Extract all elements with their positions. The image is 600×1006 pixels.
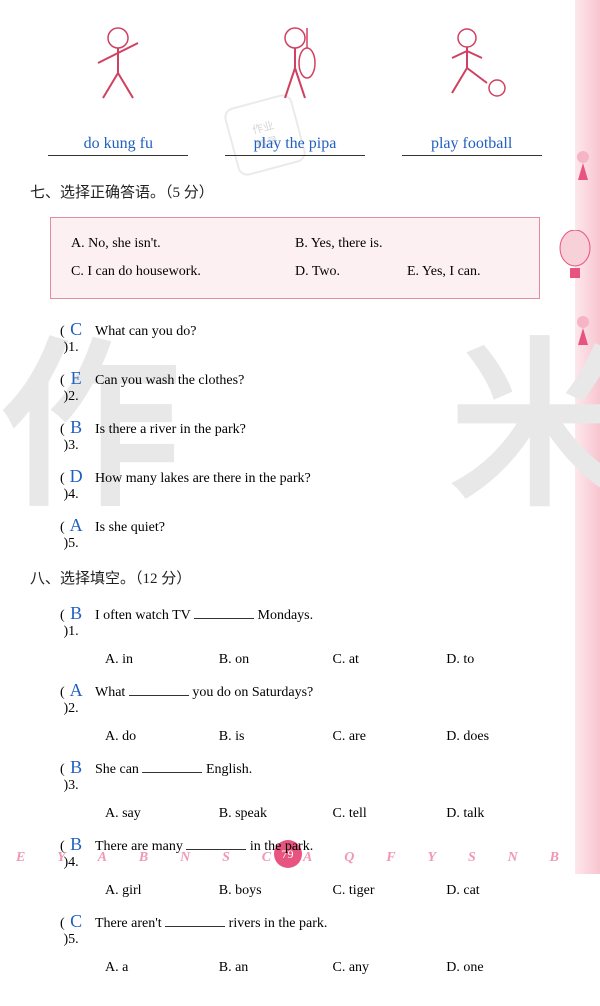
s8-q4-choices: A. girl B. boys C. tiger D. cat	[105, 883, 560, 899]
s8-q5-answer: C	[68, 911, 84, 932]
answer-options-box: A. No, she isn't. B. Yes, there is. C. I…	[50, 217, 540, 299]
football-illustration	[412, 20, 532, 110]
option-d: D. Two.	[295, 258, 407, 286]
s7-q1-answer: C	[68, 319, 84, 340]
s7-q3-answer: B	[68, 417, 84, 438]
s8-q1-answer: B	[68, 603, 84, 624]
s7-question-3: ( B )3. Is there a river in the park?	[60, 417, 560, 454]
s8-q5-choices: A. a B. an C. any D. one	[105, 960, 560, 976]
kungfu-illustration	[58, 20, 178, 110]
s7-question-1: ( C )1. What can you do?	[60, 319, 560, 356]
s8-q3-answer: B	[68, 757, 84, 778]
s8-question-5: ( C )5. There aren't rivers in the park.	[60, 911, 560, 948]
s8-q2-choices: A. do B. is C. are D. does	[105, 729, 560, 745]
s7-q5-text: Is she quiet?	[95, 520, 560, 536]
s7-question-5: ( A )5. Is she quiet?	[60, 515, 560, 552]
s7-q5-answer: A	[68, 515, 84, 536]
main-content: do kung fu play the pipa play football 七…	[0, 0, 600, 1006]
option-a: A. No, she isn't.	[71, 230, 295, 258]
s8-question-1: ( B )1. I often watch TV Mondays.	[60, 603, 560, 640]
option-e: E. Yes, I can.	[407, 258, 519, 286]
section-8-title: 八、选择填空。（12 分）	[30, 567, 560, 588]
s7-q2-answer: E	[68, 368, 84, 389]
answer-2: play the pipa	[225, 135, 365, 156]
pipa-illustration	[235, 20, 355, 110]
s7-q4-text: How many lakes are there in the park?	[95, 471, 560, 487]
section-7-title: 七、选择正确答语。（5 分）	[30, 181, 560, 202]
option-b: B. Yes, there is.	[295, 230, 519, 258]
s8-question-4: ( B )4. There are many in the park.	[60, 834, 560, 871]
illustration-row	[30, 20, 560, 120]
handwritten-answers-row: do kung fu play the pipa play football	[30, 135, 560, 156]
section-7-questions: ( C )1. What can you do? ( E )2. Can you…	[30, 319, 560, 552]
s7-q4-answer: D	[68, 466, 84, 487]
s7-q3-text: Is there a river in the park?	[95, 422, 560, 438]
s8-q2-answer: A	[68, 680, 84, 701]
s8-question-3: ( B )3. She can English.	[60, 757, 560, 794]
s8-q1-choices: A. in B. on C. at D. to	[105, 652, 560, 668]
section-8-questions: ( B )1. I often watch TV Mondays. A. in …	[30, 603, 560, 976]
s7-question-4: ( D )4. How many lakes are there in the …	[60, 466, 560, 503]
s7-q2-text: Can you wash the clothes?	[95, 373, 560, 389]
answer-1: do kung fu	[48, 135, 188, 156]
s8-q4-answer: B	[68, 834, 84, 855]
option-c: C. I can do housework.	[71, 258, 295, 286]
s7-q1-text: What can you do?	[95, 324, 560, 340]
s8-q3-choices: A. say B. speak C. tell D. talk	[105, 806, 560, 822]
s7-question-2: ( E )2. Can you wash the clothes?	[60, 368, 560, 405]
answer-3: play football	[402, 135, 542, 156]
s8-question-2: ( A )2. What you do on Saturdays?	[60, 680, 560, 717]
